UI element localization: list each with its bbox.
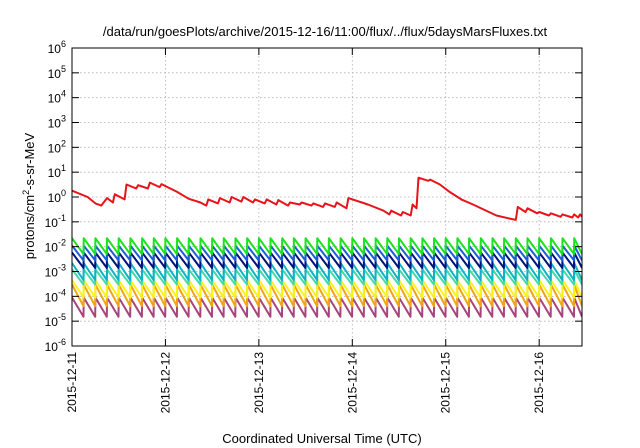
- chart-title: /data/run/goesPlots/archive/2015-12-16/1…: [103, 24, 548, 39]
- series-line: [72, 176, 582, 221]
- y-tick-label: 10-5: [45, 312, 66, 329]
- axis-ticks: [71, 47, 582, 347]
- x-tick-label: 2015-12-12: [158, 352, 172, 414]
- y-tick-label: 104: [48, 89, 66, 106]
- series-layer: [72, 176, 582, 318]
- x-tick-label: 2015-12-16: [532, 352, 546, 414]
- x-tick-label: 2015-12-13: [252, 352, 266, 414]
- y-tick-label: 100: [48, 188, 66, 205]
- x-tick-label: 2015-12-14: [345, 352, 359, 414]
- x-tick-label: 2015-12-11: [65, 352, 79, 413]
- x-axis-label: Coordinated Universal Time (UTC): [222, 431, 421, 446]
- y-tick-labels: 10-6 10-5 10-4 10-3 10-2 10-1 100 101 102 103 104 1…: [45, 39, 66, 354]
- series-line: [72, 262, 582, 282]
- x-tick-label: 2015-12-15: [439, 352, 453, 414]
- y-tick-label: 10-6: [45, 337, 66, 354]
- x-tick-labels: 2015-12-11 2015-12-12 2015-12-13 2015-12-14…: [65, 352, 546, 414]
- series-line: [72, 279, 582, 299]
- y-tick-label: 106: [48, 39, 66, 56]
- y-tick-label: 10-2: [45, 238, 66, 255]
- y-tick-label: 10-4: [45, 287, 66, 304]
- y-tick-label: 105: [48, 64, 66, 81]
- y-tick-label: 101: [48, 163, 66, 180]
- y-tick-label: 103: [48, 114, 66, 131]
- series-line: [72, 296, 582, 318]
- y-tick-label: 10-3: [45, 263, 66, 280]
- y-tick-label: 102: [48, 138, 66, 155]
- y-tick-label: 10-1: [45, 213, 66, 230]
- series-line: [72, 237, 582, 256]
- y-axis-label: protons/cm2-s-sr-MeV: [21, 132, 37, 259]
